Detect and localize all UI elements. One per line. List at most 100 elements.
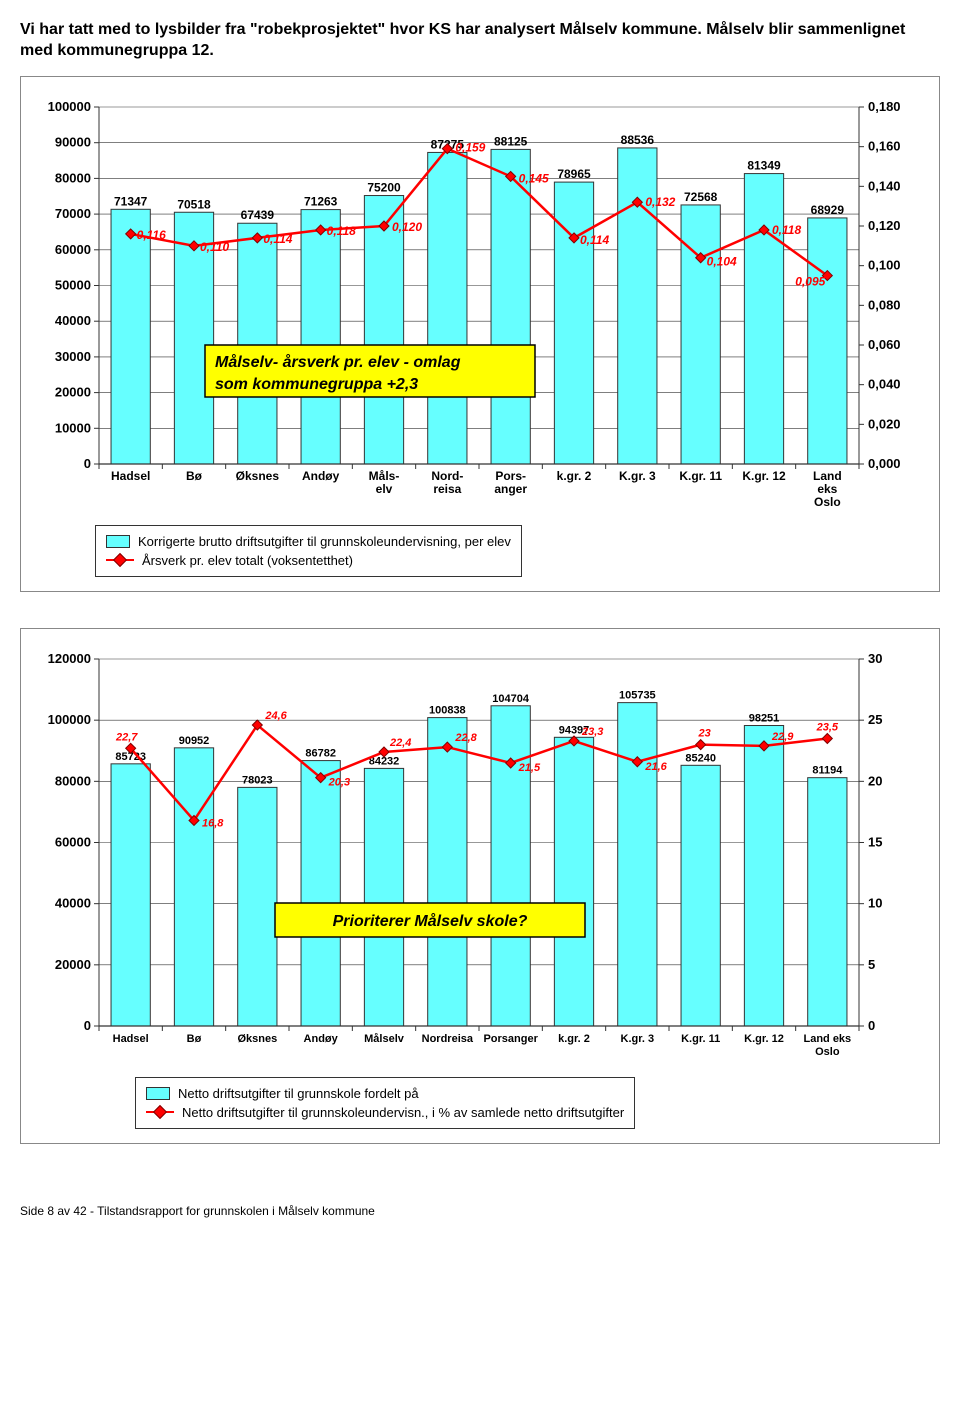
svg-text:0: 0	[84, 456, 91, 471]
svg-text:78965: 78965	[557, 167, 591, 181]
svg-text:Målselv: Målselv	[364, 1033, 405, 1045]
chart1-svg: 0100002000030000400005000060000700008000…	[35, 89, 915, 519]
svg-text:81194: 81194	[812, 764, 843, 776]
bar-swatch-icon	[146, 1087, 170, 1100]
svg-text:Nordreisa: Nordreisa	[422, 1033, 474, 1045]
svg-text:5: 5	[868, 956, 875, 971]
svg-text:30000: 30000	[55, 348, 91, 363]
svg-text:81349: 81349	[747, 158, 781, 172]
page-footer: Side 8 av 42 - Tilstandsrapport for grun…	[20, 1204, 940, 1218]
line-swatch-icon	[106, 559, 134, 561]
svg-text:0,180: 0,180	[868, 99, 901, 114]
svg-text:eks: eks	[817, 482, 837, 496]
svg-text:21,5: 21,5	[518, 762, 541, 774]
svg-text:0,100: 0,100	[868, 257, 901, 272]
svg-text:100000: 100000	[48, 712, 91, 727]
chart2-legend-bar-label: Netto driftsutgifter til grunnskole ford…	[178, 1086, 419, 1101]
svg-text:71263: 71263	[304, 194, 338, 208]
svg-text:Land: Land	[813, 469, 842, 483]
svg-text:20: 20	[868, 773, 882, 788]
chart2-legend: Netto driftsutgifter til grunnskole ford…	[135, 1077, 635, 1129]
svg-text:0,060: 0,060	[868, 337, 901, 352]
svg-text:Hadsel: Hadsel	[113, 1033, 149, 1045]
svg-text:10000: 10000	[55, 420, 91, 435]
svg-text:78023: 78023	[242, 774, 273, 786]
svg-text:0,159: 0,159	[455, 140, 485, 154]
svg-text:Øksnes: Øksnes	[236, 469, 280, 483]
svg-text:67439: 67439	[241, 208, 275, 222]
svg-text:Nord-: Nord-	[431, 469, 463, 483]
svg-text:100838: 100838	[429, 704, 466, 716]
svg-text:0,080: 0,080	[868, 297, 901, 312]
svg-text:0,140: 0,140	[868, 178, 901, 193]
svg-text:40000: 40000	[55, 313, 91, 328]
svg-text:Hadsel: Hadsel	[111, 469, 150, 483]
svg-text:60000: 60000	[55, 241, 91, 256]
svg-text:0,116: 0,116	[137, 228, 166, 242]
chart1-legend-bar-label: Korrigerte brutto driftsutgifter til gru…	[138, 534, 511, 549]
svg-text:25: 25	[868, 712, 882, 727]
svg-text:86782: 86782	[305, 747, 336, 759]
svg-text:Målselv- årsverk pr. elev - o: Målselv- årsverk pr. elev - omlag	[215, 353, 461, 371]
chart2-legend-line-label: Netto driftsutgifter til grunnskoleunder…	[182, 1105, 624, 1120]
svg-text:22,4: 22,4	[389, 737, 411, 749]
line-swatch-icon	[146, 1111, 174, 1113]
chart2-container: 0200004000060000800001000001200000510152…	[20, 628, 940, 1144]
svg-text:0,145: 0,145	[519, 171, 549, 185]
svg-text:Porsanger: Porsanger	[483, 1033, 538, 1045]
svg-text:23: 23	[698, 727, 711, 739]
svg-text:20000: 20000	[55, 956, 91, 971]
svg-text:22,7: 22,7	[115, 731, 138, 743]
svg-text:Bø: Bø	[187, 1033, 202, 1045]
svg-text:15: 15	[868, 834, 882, 849]
svg-text:K.gr. 11: K.gr. 11	[681, 1033, 720, 1045]
svg-text:0,160: 0,160	[868, 138, 901, 153]
svg-text:30: 30	[868, 651, 882, 666]
svg-text:Bø: Bø	[186, 469, 203, 483]
svg-text:k.gr. 2: k.gr. 2	[558, 1033, 590, 1045]
svg-text:88536: 88536	[621, 133, 655, 147]
svg-text:Pors-: Pors-	[495, 469, 526, 483]
svg-text:88125: 88125	[494, 134, 528, 148]
svg-text:K.gr. 12: K.gr. 12	[742, 469, 786, 483]
svg-text:68929: 68929	[811, 203, 845, 217]
svg-text:elv: elv	[376, 482, 393, 496]
svg-text:98251: 98251	[749, 712, 780, 724]
bar-swatch-icon	[106, 535, 130, 548]
svg-text:k.gr. 2: k.gr. 2	[557, 469, 592, 483]
svg-text:0: 0	[84, 1018, 91, 1033]
svg-text:80000: 80000	[55, 170, 91, 185]
svg-text:20,3: 20,3	[328, 776, 350, 788]
svg-text:0,104: 0,104	[707, 254, 737, 268]
chart1-legend-line-label: Årsverk pr. elev totalt (voksentetthet)	[142, 553, 353, 568]
svg-text:anger: anger	[494, 482, 527, 496]
svg-text:0,132: 0,132	[645, 195, 675, 209]
svg-text:16,8: 16,8	[202, 817, 224, 829]
svg-text:71347: 71347	[114, 194, 148, 208]
svg-text:Andøy: Andøy	[302, 469, 340, 483]
chart2-svg: 0200004000060000800001000001200000510152…	[35, 641, 915, 1071]
svg-text:0,120: 0,120	[392, 220, 422, 234]
intro-text: Vi har tatt med to lysbilder fra "robekp…	[20, 20, 940, 62]
svg-text:0,114: 0,114	[580, 232, 609, 246]
svg-text:Oslo: Oslo	[815, 1046, 840, 1058]
svg-text:Land eks: Land eks	[803, 1033, 851, 1045]
svg-text:0,040: 0,040	[868, 376, 901, 391]
chart2-legend-bar-row: Netto driftsutgifter til grunnskole ford…	[146, 1084, 624, 1103]
svg-text:50000: 50000	[55, 277, 91, 292]
svg-text:K.gr. 3: K.gr. 3	[619, 469, 656, 483]
svg-text:0,110: 0,110	[200, 239, 229, 253]
svg-text:0,118: 0,118	[327, 224, 356, 238]
svg-text:0,095: 0,095	[795, 274, 825, 288]
svg-text:22,8: 22,8	[454, 732, 477, 744]
svg-text:20000: 20000	[55, 384, 91, 399]
svg-text:K.gr. 12: K.gr. 12	[744, 1033, 784, 1045]
svg-text:60000: 60000	[55, 834, 91, 849]
chart1-legend-bar-row: Korrigerte brutto driftsutgifter til gru…	[106, 532, 511, 551]
svg-text:23,5: 23,5	[816, 721, 839, 733]
svg-text:80000: 80000	[55, 773, 91, 788]
svg-text:75200: 75200	[367, 180, 401, 194]
svg-text:0,000: 0,000	[868, 456, 901, 471]
svg-text:104704: 104704	[492, 692, 530, 704]
svg-text:22,9: 22,9	[771, 730, 794, 742]
